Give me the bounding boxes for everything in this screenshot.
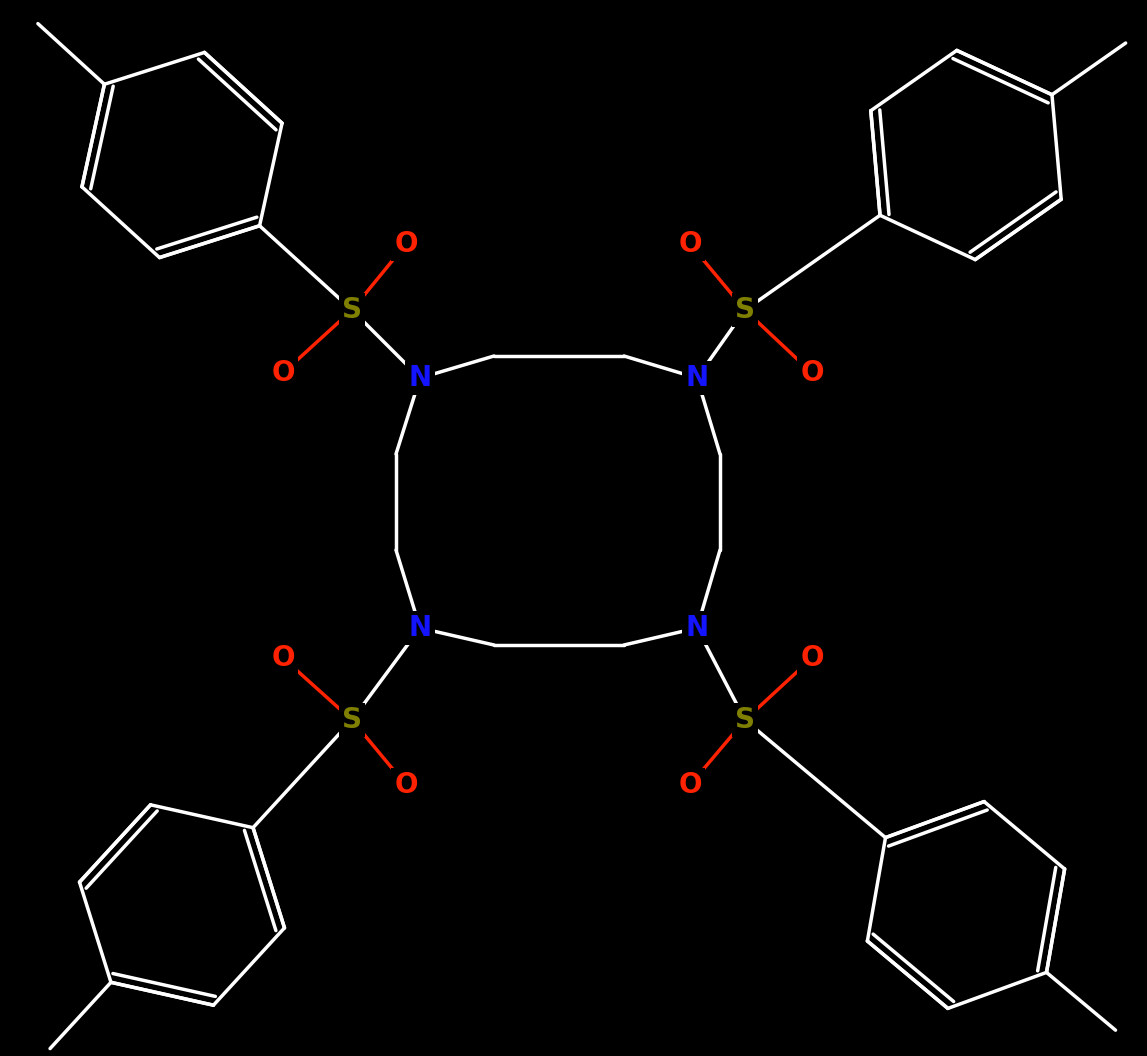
Text: N: N bbox=[686, 614, 709, 642]
Text: N: N bbox=[408, 614, 431, 642]
Text: O: O bbox=[801, 359, 824, 386]
Text: N: N bbox=[408, 364, 431, 392]
Text: O: O bbox=[678, 771, 702, 799]
Text: S: S bbox=[342, 296, 362, 324]
Text: N: N bbox=[686, 364, 709, 392]
Text: O: O bbox=[271, 359, 295, 386]
Text: O: O bbox=[271, 644, 295, 672]
Text: O: O bbox=[678, 230, 702, 258]
Text: O: O bbox=[395, 230, 418, 258]
Text: S: S bbox=[342, 706, 362, 734]
Text: S: S bbox=[735, 706, 755, 734]
Text: O: O bbox=[801, 644, 824, 672]
Text: S: S bbox=[735, 296, 755, 324]
Text: O: O bbox=[395, 771, 418, 799]
